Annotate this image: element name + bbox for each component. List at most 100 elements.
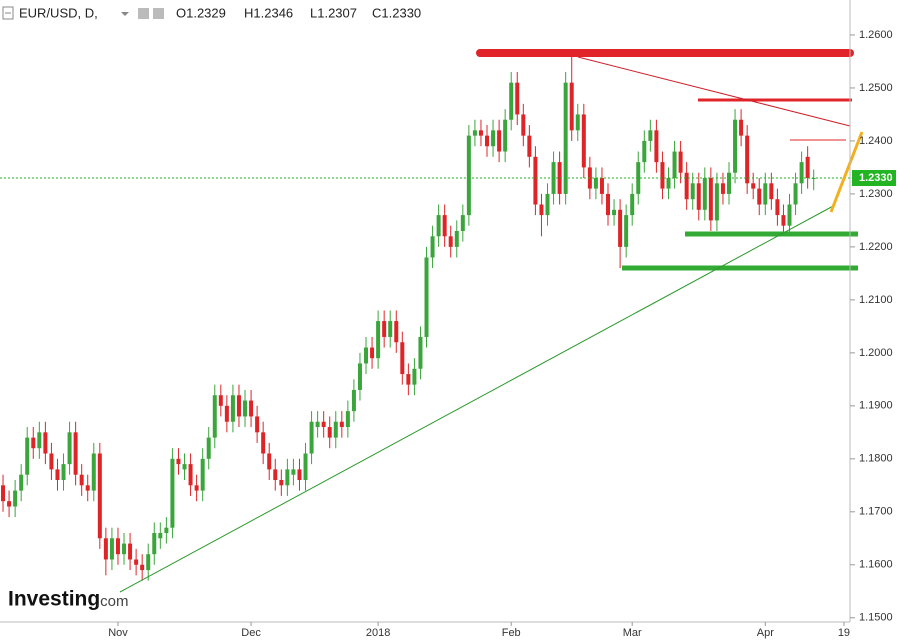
y-tick-label: 1.1900	[859, 400, 893, 412]
candle-body	[345, 411, 350, 428]
candle-body	[212, 395, 217, 438]
candle-body	[775, 199, 780, 216]
candle-body	[472, 130, 477, 136]
candle-body	[61, 464, 66, 481]
candle-body	[654, 130, 659, 163]
candle-body	[261, 432, 266, 454]
high-value: H1.2346	[244, 5, 293, 20]
y-tick-label: 1.2100	[859, 294, 893, 306]
candle-body	[376, 321, 381, 359]
candle-body	[636, 162, 641, 194]
candle-body	[249, 400, 254, 417]
candle-body	[115, 538, 120, 555]
candle-body	[37, 432, 42, 449]
settings-icon[interactable]	[138, 8, 149, 19]
candle-body	[49, 453, 54, 470]
candle-body	[79, 474, 84, 486]
settings-icon[interactable]	[153, 8, 164, 19]
candle-body	[321, 421, 326, 428]
candle-body	[394, 321, 399, 343]
candle-body	[303, 453, 308, 481]
candle-body	[122, 543, 127, 555]
candle-body	[757, 188, 762, 205]
candle-body	[491, 130, 496, 147]
candle-body	[678, 151, 683, 173]
candle-body	[370, 347, 375, 359]
candle-body	[152, 532, 157, 555]
logo-suffix: .com	[96, 593, 129, 610]
candle-body	[73, 432, 78, 475]
last-price-tag	[852, 170, 896, 187]
candle-body	[533, 156, 538, 205]
candle-body	[672, 151, 677, 179]
y-tick-label: 1.2200	[859, 241, 893, 253]
candle-body	[351, 389, 356, 412]
candle-body	[128, 543, 133, 560]
candle-body	[91, 453, 96, 491]
candle-body	[606, 193, 611, 216]
candle-body	[497, 130, 502, 152]
candle-body	[7, 501, 12, 507]
y-tick-label: 1.1800	[859, 453, 893, 465]
candle-body	[727, 172, 732, 194]
candle-body	[182, 464, 187, 470]
candle-body	[781, 215, 786, 226]
candle-body	[382, 321, 387, 337]
candle-body	[85, 485, 90, 491]
candle-body	[206, 437, 211, 459]
watermark: Investing .com	[8, 588, 129, 611]
collapse-icon[interactable]	[2, 6, 14, 20]
candle-body	[690, 183, 695, 200]
candle-body	[1, 485, 6, 502]
candle-body	[521, 114, 526, 136]
candle-body	[140, 564, 145, 571]
candle-body	[424, 257, 429, 337]
open-value: O1.2329	[176, 5, 226, 20]
candle-body	[31, 437, 36, 449]
candle-body	[563, 82, 568, 194]
candle-body	[515, 82, 520, 115]
candle-body	[485, 135, 490, 147]
candle-body	[309, 421, 314, 454]
candle-body	[696, 183, 701, 210]
candle-body	[569, 82, 574, 131]
x-tick-label: Nov	[108, 627, 128, 639]
candle-body	[291, 469, 296, 475]
y-tick-label: 1.2600	[859, 29, 893, 41]
drawings	[119, 49, 864, 593]
candle-body	[200, 458, 205, 491]
candle-body	[170, 458, 175, 528]
candle-body	[593, 178, 598, 189]
candle-body	[503, 119, 508, 152]
close-value: C1.2330	[372, 5, 421, 20]
dropdown-icon[interactable]	[121, 12, 129, 16]
candle-body	[648, 130, 653, 141]
x-tick-label: 19	[838, 627, 850, 639]
y-tick-label: 1.1700	[859, 506, 893, 518]
up-trendline	[119, 204, 836, 593]
candle-body	[436, 215, 441, 237]
candle-body	[43, 432, 48, 454]
y-tick-label: 1.2500	[859, 82, 893, 94]
candle-body	[684, 172, 689, 200]
candle-body	[557, 162, 562, 194]
x-tick-label: Apr	[757, 627, 774, 639]
candle-body	[733, 119, 738, 173]
candle-body	[708, 178, 713, 221]
candle-body	[787, 204, 792, 226]
candle-body	[267, 453, 272, 470]
candle-body	[406, 374, 411, 385]
header: EUR/USD, D, O1.2329 H1.2346 L1.2307 C1.2…	[2, 5, 421, 20]
candle-body	[448, 236, 453, 247]
y-tick-label: 1.2300	[859, 188, 893, 200]
down-trendline	[577, 56, 851, 127]
x-tick-label: 2018	[366, 627, 390, 639]
candle-body	[702, 178, 707, 210]
candle-body	[158, 532, 163, 539]
candle-body	[527, 135, 532, 157]
candle-body	[194, 485, 199, 491]
candle-body	[364, 347, 369, 364]
